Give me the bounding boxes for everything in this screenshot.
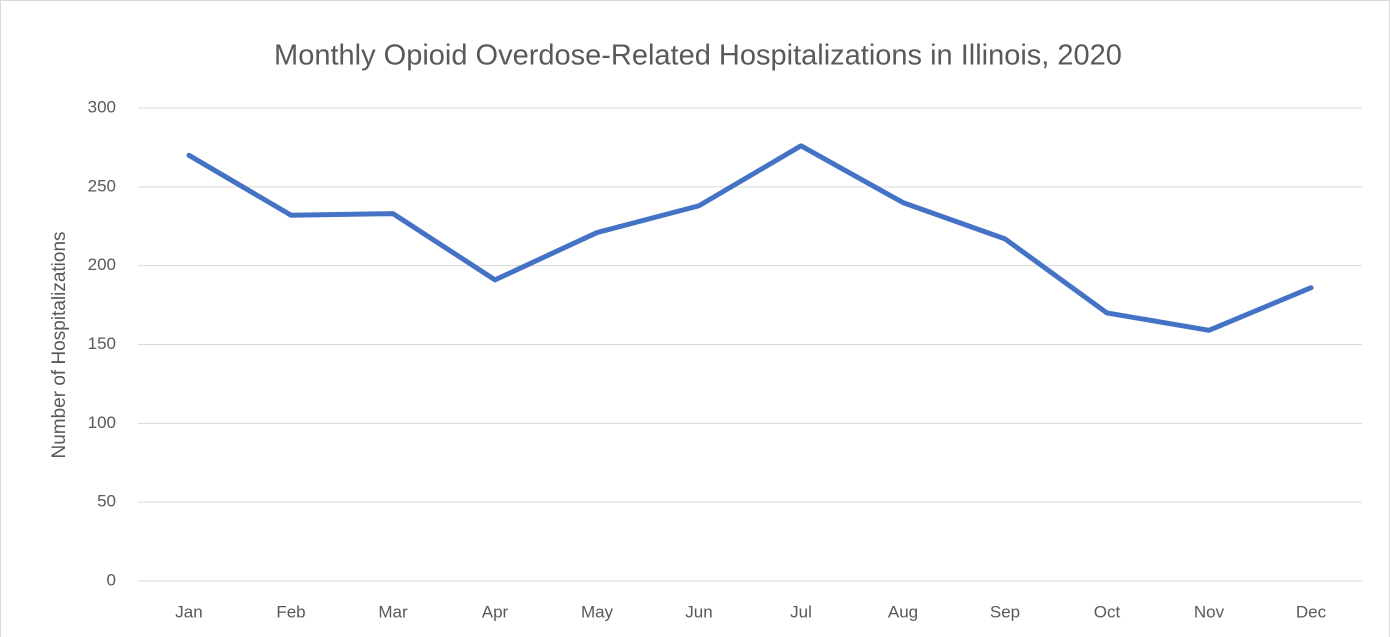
y-tick-label: 150 <box>88 334 116 353</box>
x-tick-label: Jun <box>685 602 712 621</box>
x-tick-label: Mar <box>378 602 408 621</box>
x-tick-label: Feb <box>276 602 305 621</box>
x-tick-label: Oct <box>1094 602 1121 621</box>
chart-title: Monthly Opioid Overdose-Related Hospital… <box>274 40 1122 72</box>
x-tick-label: Apr <box>482 602 509 621</box>
x-tick-label: Aug <box>888 602 918 621</box>
x-tick-label: Jan <box>175 602 202 621</box>
x-tick-label: Nov <box>1194 602 1225 621</box>
x-tick-label: Jul <box>790 602 812 621</box>
y-tick-label: 50 <box>97 492 116 511</box>
x-tick-label: May <box>581 602 614 621</box>
data-line <box>186 143 1314 333</box>
y-tick-label: 300 <box>88 97 116 116</box>
y-tick-label: 200 <box>88 255 116 274</box>
y-tick-label: 0 <box>107 570 116 589</box>
y-tick-label: 250 <box>88 176 116 195</box>
y-tick-label: 100 <box>88 413 116 432</box>
x-tick-label: Dec <box>1296 602 1327 621</box>
x-tick-label: Sep <box>990 602 1020 621</box>
y-axis-label: Number of Hospitalizations <box>49 231 70 458</box>
